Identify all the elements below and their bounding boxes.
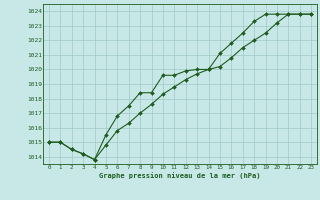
X-axis label: Graphe pression niveau de la mer (hPa): Graphe pression niveau de la mer (hPa) [99,172,261,179]
